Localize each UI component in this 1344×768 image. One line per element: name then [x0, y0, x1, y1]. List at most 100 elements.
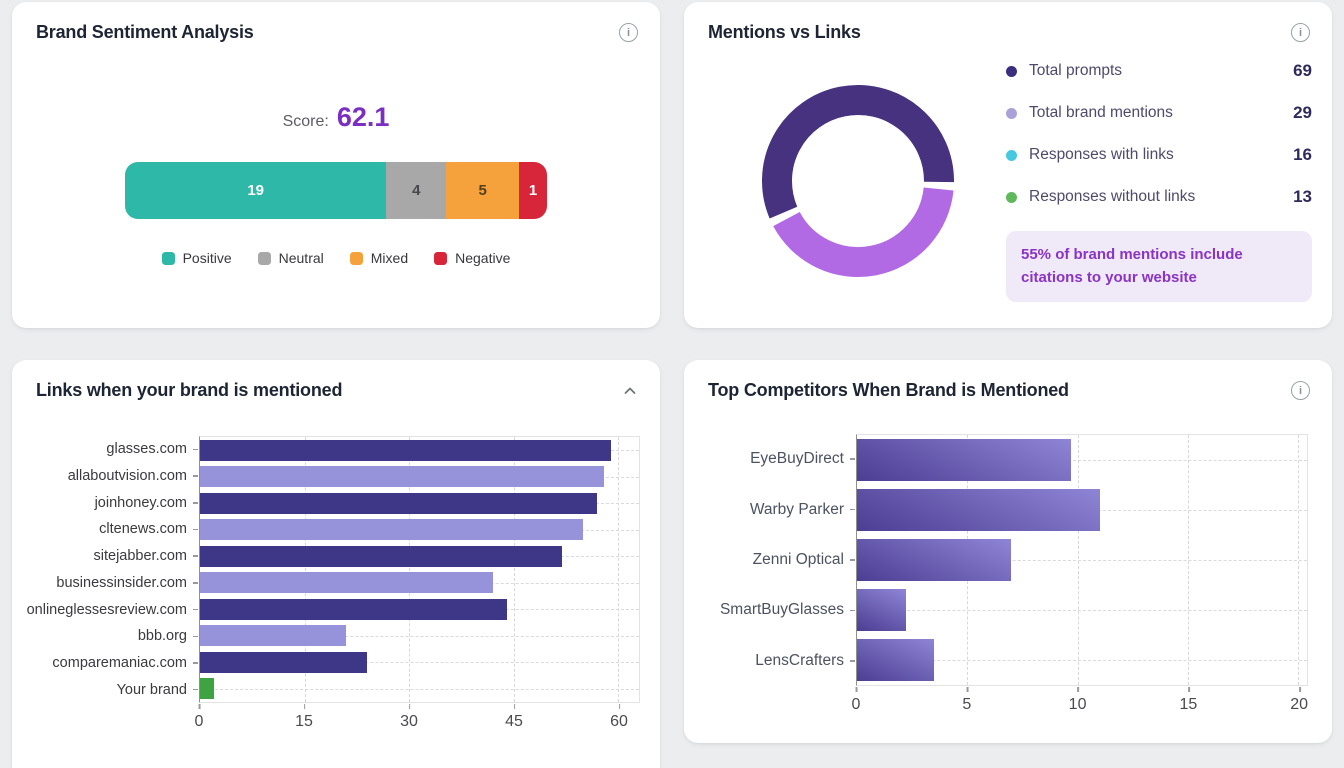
legend-label: Negative	[455, 250, 511, 266]
y-label-warby-parker: Warby Parker	[750, 501, 855, 519]
legend-item-positive: Positive	[161, 250, 232, 266]
legend-item-mixed: Mixed	[349, 250, 409, 266]
legend-item-negative: Negative	[434, 250, 510, 266]
chart-row	[200, 543, 639, 570]
sentiment-segment-negative[interactable]: 1	[518, 162, 547, 219]
gridline	[857, 660, 1307, 661]
legend-item-neutral: Neutral	[257, 250, 324, 266]
bar-your-brand[interactable]	[200, 678, 214, 700]
chart-row	[200, 464, 639, 491]
bar-bbb-org[interactable]	[200, 625, 347, 647]
bar-joinhoney-com[interactable]	[200, 492, 598, 514]
card-links-when-mentioned: Links when your brand is mentioned glass…	[12, 360, 660, 768]
bar-businessinsider-com[interactable]	[200, 572, 493, 594]
citation-note: 55% of brand mentions include citations …	[1006, 231, 1312, 302]
x-tick-label: 15	[1179, 687, 1197, 714]
donut-segment-prompts-without-brand-mentions[interactable]	[762, 85, 954, 219]
chart-row	[200, 623, 639, 650]
legend-value: 29	[1293, 103, 1312, 122]
chart-row	[200, 437, 639, 464]
gridline	[200, 662, 639, 664]
card-header: Links when your brand is mentioned	[36, 380, 638, 401]
bar-eyebuydirect[interactable]	[857, 439, 1071, 481]
x-tick-label: 5	[962, 687, 971, 714]
info-icon[interactable]: i	[619, 23, 638, 42]
legend-label: Total prompts	[1029, 62, 1123, 79]
sentiment-segment-mixed[interactable]: 5	[446, 162, 519, 219]
legend-label: Mixed	[370, 250, 409, 266]
plot-area	[856, 434, 1308, 686]
chart-row	[857, 485, 1307, 535]
bar-zenni-optical[interactable]	[857, 539, 1012, 581]
legend-value: 13	[1293, 187, 1312, 206]
card-mentions-vs-links: Mentions vs Links i Total prompts 69 Tot…	[684, 2, 1332, 328]
y-label-comparemaniac-com: comparemaniac.com	[52, 655, 198, 671]
bar-smartbuyglasses[interactable]	[857, 589, 906, 631]
bar-allaboutvision-com[interactable]	[200, 466, 605, 488]
gridline	[200, 688, 639, 690]
legend-chip-icon	[349, 251, 363, 265]
legend-item-responses-without-links: Responses without links 13	[1006, 182, 1312, 212]
chart-row	[200, 570, 639, 597]
bar-comparemaniac-com[interactable]	[200, 651, 368, 673]
gridline	[618, 437, 620, 702]
gridline	[857, 610, 1307, 611]
donut-segment-total-brand-mentions[interactable]	[773, 187, 954, 277]
card-top-competitors: Top Competitors When Brand is Mentioned …	[684, 360, 1332, 743]
mentions-legend: Total prompts 69 Total brand mentions 29…	[1006, 56, 1312, 224]
y-label-onlineglessesreview-com: onlineglessesreview.com	[27, 602, 198, 618]
legend-value: 69	[1293, 61, 1312, 80]
x-tick-label: 20	[1290, 687, 1308, 714]
sentiment-segment-positive[interactable]: 19	[125, 162, 387, 219]
y-label-your-brand: Your brand	[117, 682, 198, 698]
collapse-chevron-up-icon[interactable]	[622, 383, 638, 399]
legend-label: Responses with links	[1029, 146, 1174, 163]
gridline	[304, 437, 306, 702]
card-title: Links when your brand is mentioned	[36, 380, 343, 400]
y-axis-labels: glasses.com allaboutvision.com joinhoney.c…	[12, 436, 198, 703]
chart-row	[200, 517, 639, 544]
bar-sitejabber-com[interactable]	[200, 545, 563, 567]
sentiment-segment-neutral[interactable]: 4	[386, 162, 447, 219]
x-tick-label: 0	[195, 704, 203, 731]
gridline	[513, 437, 515, 702]
chart-row	[200, 490, 639, 517]
chart-row	[200, 676, 639, 703]
legend-item-total-brand-mentions: Total brand mentions 29	[1006, 98, 1312, 128]
chart-row	[857, 585, 1307, 635]
legend-label: Total brand mentions	[1029, 104, 1173, 121]
x-tick-label: 30	[400, 704, 418, 731]
sentiment-stacked-bar: 19 4 5 1	[125, 162, 547, 219]
chart-row	[200, 596, 639, 623]
info-icon[interactable]: i	[1291, 23, 1310, 42]
bar-warby-parker[interactable]	[857, 489, 1100, 531]
bar-onlineglessesreview-com[interactable]	[200, 598, 507, 620]
chart-row	[857, 435, 1307, 485]
card-header: Top Competitors When Brand is Mentioned …	[708, 380, 1310, 401]
bar-glasses-com[interactable]	[200, 439, 612, 461]
y-label-eyebuydirect: EyeBuyDirect	[750, 450, 855, 468]
card-brand-sentiment: Brand Sentiment Analysis i Score: 62.1 19…	[12, 2, 660, 328]
mentions-donut-chart[interactable]	[760, 83, 956, 279]
info-icon[interactable]: i	[1291, 381, 1310, 400]
y-label-cltenews-com: cltenews.com	[99, 521, 198, 537]
legend-label: Positive	[182, 250, 232, 266]
card-header: Mentions vs Links i	[708, 22, 1310, 43]
score-label: Score:	[282, 113, 329, 130]
bar-cltenews-com[interactable]	[200, 519, 584, 541]
gridline	[200, 635, 639, 637]
gridline	[409, 437, 411, 702]
legend-dot-icon	[1006, 191, 1017, 203]
chart-row	[200, 649, 639, 676]
plot-area	[199, 436, 640, 703]
bar-lenscrafters[interactable]	[857, 639, 935, 681]
legend-label: Responses without links	[1029, 188, 1196, 205]
x-tick-label: 45	[505, 704, 523, 731]
gridline	[857, 560, 1307, 561]
sentiment-legend: Positive Neutral Mixed Negative	[12, 250, 660, 266]
y-label-allaboutvision-com: allaboutvision.com	[68, 468, 198, 484]
sentiment-score: Score: 62.1	[12, 102, 660, 133]
legend-chip-icon	[161, 251, 175, 265]
y-label-lenscrafters: LensCrafters	[755, 652, 855, 670]
card-title: Top Competitors When Brand is Mentioned	[708, 380, 1069, 400]
